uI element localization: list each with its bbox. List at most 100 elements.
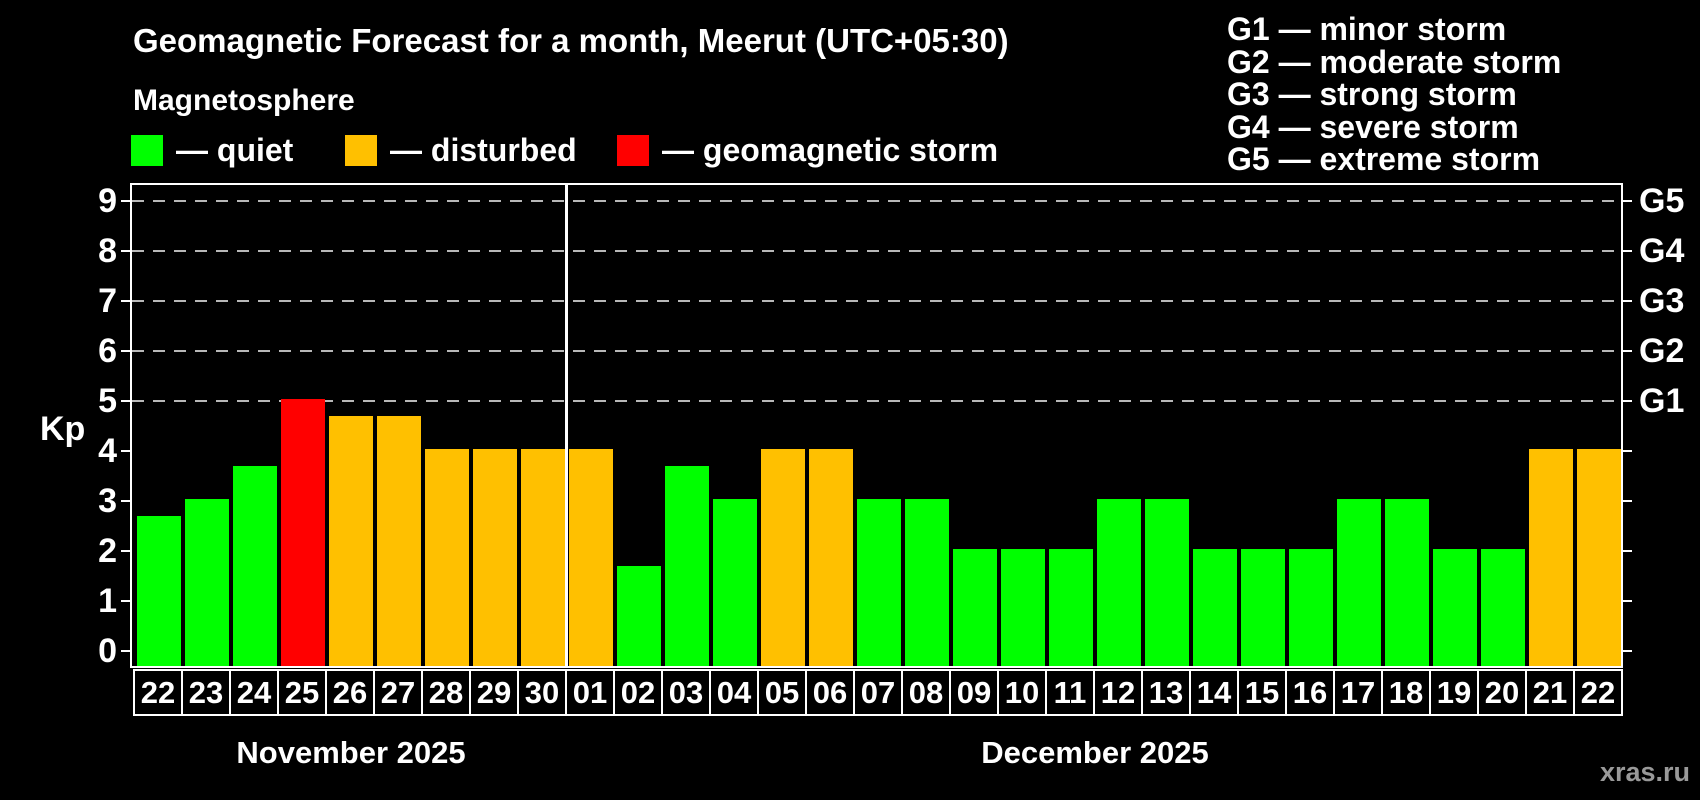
forecast-bar <box>713 499 757 666</box>
kp-gridline <box>132 400 1621 402</box>
g-level-label: G1 <box>1639 382 1685 420</box>
kp-tick-right <box>1623 200 1632 202</box>
day-cell: 27 <box>373 669 423 716</box>
forecast-bar <box>233 465 277 666</box>
kp-tick-label: 2 <box>98 532 117 570</box>
day-cell: 04 <box>709 669 759 716</box>
disturbed-color-swatch <box>345 135 377 166</box>
day-cell: 21 <box>1525 669 1575 716</box>
legend-label: — disturbed <box>390 132 577 168</box>
day-cell: 14 <box>1189 669 1239 716</box>
day-cell: 06 <box>805 669 855 716</box>
forecast-bar <box>1385 499 1429 666</box>
kp-tick-right <box>1623 250 1632 252</box>
month-label: December 2025 <box>981 735 1209 770</box>
forecast-bar <box>329 415 373 666</box>
forecast-bar <box>617 565 661 666</box>
forecast-bar <box>809 449 853 666</box>
day-cell: 10 <box>997 669 1047 716</box>
kp-tick-left <box>121 400 130 402</box>
kp-tick-right <box>1623 550 1632 552</box>
forecast-bar <box>1433 549 1477 666</box>
month-divider-line <box>565 185 568 666</box>
kp-tick-label: 4 <box>98 432 117 470</box>
day-cell: 11 <box>1045 669 1095 716</box>
kp-tick-right <box>1623 600 1632 602</box>
kp-tick-left <box>121 500 130 502</box>
kp-tick-right <box>1623 400 1632 402</box>
g-level-label: G5 <box>1639 182 1685 220</box>
forecast-bar <box>1145 499 1189 666</box>
month-label: November 2025 <box>236 735 466 770</box>
kp-gridline <box>132 350 1621 352</box>
forecast-bar <box>425 449 469 666</box>
legend-label: — geomagnetic storm <box>662 132 999 168</box>
g-level-label: G4 <box>1639 232 1685 270</box>
day-cell: 13 <box>1141 669 1191 716</box>
plot-area <box>130 183 1623 668</box>
day-cell: 22 <box>133 669 183 716</box>
forecast-bar <box>137 515 181 666</box>
day-cell: 08 <box>901 669 951 716</box>
kp-tick-left <box>121 600 130 602</box>
kp-tick-left <box>121 250 130 252</box>
kp-tick-label: 5 <box>98 382 117 420</box>
forecast-bar <box>665 465 709 666</box>
forecast-bar <box>905 499 949 666</box>
page-title: Geomagnetic Forecast for a month, Meerut… <box>133 22 1009 59</box>
day-cell: 17 <box>1333 669 1383 716</box>
day-cell: 18 <box>1381 669 1431 716</box>
quiet-color-swatch <box>131 135 163 166</box>
legend-item-geomagnetic-storm: — geomagnetic storm <box>617 132 999 168</box>
legend-item-disturbed: — disturbed <box>345 132 577 168</box>
storm-scale-line-g1: G1 — minor storm <box>1227 11 1507 47</box>
forecast-bar <box>473 449 517 666</box>
day-cell: 24 <box>229 669 279 716</box>
day-cell: 12 <box>1093 669 1143 716</box>
kp-axis-label: Kp <box>40 410 86 448</box>
g-level-label: G3 <box>1639 282 1685 320</box>
day-cell: 28 <box>421 669 471 716</box>
day-cell: 22 <box>1573 669 1623 716</box>
forecast-bar <box>1097 499 1141 666</box>
legend-label: — quiet <box>176 132 294 168</box>
kp-tick-label: 7 <box>98 282 117 320</box>
forecast-bar <box>761 449 805 666</box>
day-cell: 26 <box>325 669 375 716</box>
chart-subtitle: Magnetosphere <box>133 84 355 117</box>
kp-gridline <box>132 200 1621 202</box>
forecast-bar <box>1193 549 1237 666</box>
forecast-bar <box>521 449 565 666</box>
forecast-bar <box>1529 449 1573 666</box>
kp-tick-right <box>1623 350 1632 352</box>
legend-item-quiet: — quiet <box>131 132 294 168</box>
forecast-bar <box>185 499 229 666</box>
day-cell: 02 <box>613 669 663 716</box>
forecast-bar <box>377 415 421 666</box>
forecast-bar <box>1241 549 1285 666</box>
kp-tick-label: 8 <box>98 232 117 270</box>
forecast-bar <box>953 549 997 666</box>
day-cell: 09 <box>949 669 999 716</box>
kp-tick-left <box>121 450 130 452</box>
kp-tick-left <box>121 350 130 352</box>
kp-tick-right <box>1623 500 1632 502</box>
day-cell: 15 <box>1237 669 1287 716</box>
forecast-bar <box>1049 549 1093 666</box>
day-cell: 03 <box>661 669 711 716</box>
kp-tick-label: 3 <box>98 482 117 520</box>
day-cell: 30 <box>517 669 567 716</box>
forecast-bar <box>281 399 325 666</box>
day-cell: 25 <box>277 669 327 716</box>
kp-tick-label: 9 <box>98 182 117 220</box>
forecast-bar <box>857 499 901 666</box>
storm-scale-line-g4: G4 — severe storm <box>1227 108 1519 145</box>
kp-tick-right <box>1623 450 1632 452</box>
kp-tick-left <box>121 650 130 652</box>
day-cell: 01 <box>565 669 615 716</box>
forecast-bar <box>1337 499 1381 666</box>
forecast-bar <box>1577 449 1621 666</box>
forecast-bar <box>1481 549 1525 666</box>
kp-tick-label: 1 <box>98 582 117 620</box>
